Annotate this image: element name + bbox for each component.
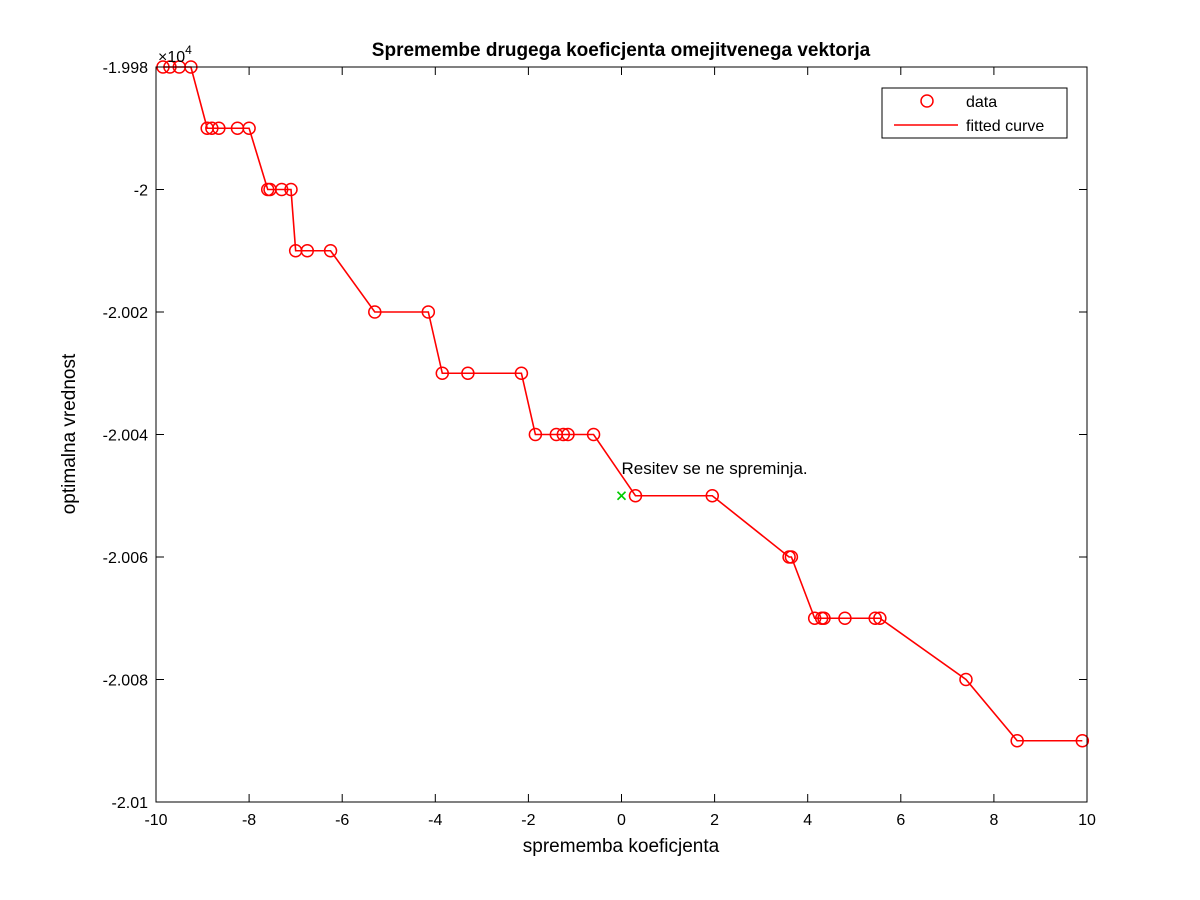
data-markers-layer [156, 60, 1090, 748]
data-point [205, 121, 219, 135]
y-tick-label: -2.006 [103, 550, 148, 567]
data-point [959, 672, 973, 687]
data-point [284, 182, 298, 197]
data-point [435, 366, 450, 380]
x-tick-label: -4 [428, 812, 442, 829]
data-point [461, 366, 475, 380]
legend-marker-data [920, 94, 934, 108]
y-tick-label: -2 [134, 183, 148, 200]
annotation-x-stroke [616, 491, 627, 501]
data-point [1075, 734, 1090, 748]
data-point [628, 489, 643, 503]
x-axis-label: sprememba koeficjenta [523, 836, 720, 857]
x-tick-label: 6 [896, 812, 905, 829]
x-tick-label: 10 [1078, 812, 1096, 829]
x-tick-label: -10 [144, 812, 167, 829]
data-point [873, 611, 887, 625]
data-point [807, 611, 822, 625]
x-tick-label: 0 [617, 812, 626, 829]
y-tick-label: -2.01 [112, 795, 149, 812]
y-tick-label: -2.008 [103, 673, 148, 690]
x-tick-label: -6 [335, 812, 349, 829]
axis-tick-labels: -10 -8 -6 -4 -2 0 2 4 6 8 10 -1.998 -2 -2.002 -2.004 -2… [103, 60, 1096, 829]
data-point [586, 427, 601, 442]
x-tick-label: 2 [710, 812, 719, 829]
data-point [838, 611, 852, 625]
data-point [1010, 734, 1024, 748]
annotation-layer: Resitev se ne spreminja. [616, 459, 808, 501]
plot-area [156, 67, 1087, 802]
exponent-label: ×104 [158, 43, 192, 66]
x-tick-label: 4 [803, 812, 812, 829]
y-tick-label: -1.998 [103, 60, 148, 77]
data-point [817, 611, 831, 625]
data-point [556, 427, 571, 442]
data-point [368, 305, 382, 319]
legend: data fitted curve [881, 87, 1068, 139]
data-point [561, 427, 575, 442]
chart-title: Spremembe drugega koeficjenta omejitvene… [372, 40, 871, 61]
x-tick-label: -8 [242, 812, 256, 829]
data-point [528, 427, 543, 442]
data-point [514, 366, 529, 380]
legend-box [881, 87, 1068, 139]
data-point [323, 244, 338, 258]
y-axis-label: optimalna vrednost [59, 353, 80, 514]
data-point [300, 244, 315, 258]
exponent-power: 4 [185, 43, 192, 57]
data-point [274, 182, 289, 197]
data-point [705, 489, 720, 503]
legend-label-fitted: fitted curve [966, 118, 1044, 135]
svg-text:×104: ×104 [158, 43, 192, 66]
data-point [242, 121, 256, 135]
data-point [784, 550, 799, 564]
legend-label-data: data [966, 94, 997, 111]
x-tick-label: -2 [521, 812, 535, 829]
plot-frame [155, 66, 1088, 803]
data-point [212, 121, 226, 135]
data-point [421, 305, 436, 319]
annotation-x-marker [616, 491, 627, 501]
annotation-text: Resitev se ne spreminja. [622, 459, 808, 478]
data-point [868, 611, 882, 625]
y-tick-label: -2.004 [103, 428, 148, 445]
y-tick-label: -2.002 [103, 305, 148, 322]
x-tick-label: 8 [989, 812, 998, 829]
exponent-base: ×10 [158, 49, 185, 66]
